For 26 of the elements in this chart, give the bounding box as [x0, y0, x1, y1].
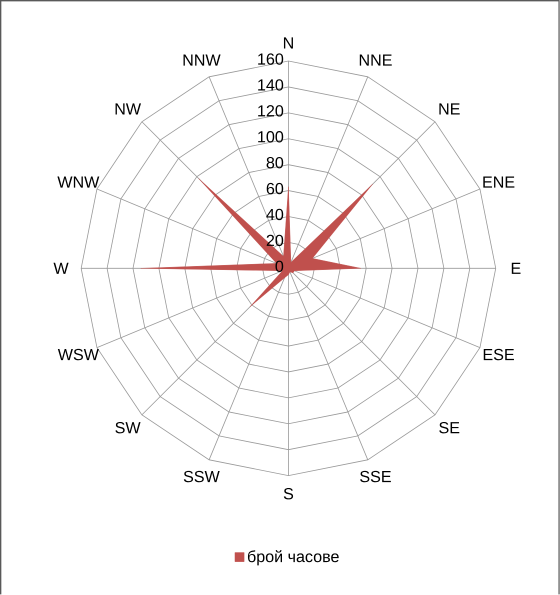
- spoke-label: W: [54, 262, 69, 274]
- legend-label: брой часове: [248, 550, 339, 566]
- y-tick-label: 160: [258, 53, 284, 65]
- spoke-label: N: [284, 37, 294, 48]
- spoke-label: SE: [439, 422, 460, 434]
- spoke-label: E: [512, 262, 521, 274]
- spoke-label: NE: [440, 103, 460, 114]
- spoke-label: S: [284, 488, 294, 500]
- y-tick-label: 0: [276, 260, 284, 272]
- y-tick-label: 20: [266, 234, 284, 246]
- spoke-label: SSW: [184, 470, 220, 482]
- spoke-label: SW: [116, 422, 141, 434]
- y-tick-label: 120: [258, 105, 284, 117]
- y-tick-label: 80: [266, 156, 284, 168]
- y-tick-label: 40: [266, 208, 284, 220]
- spoke-label: NNE: [360, 54, 392, 66]
- y-tick-label: 100: [258, 131, 284, 142]
- spoke-label: ESE: [484, 348, 514, 360]
- y-tick-label: 60: [266, 182, 284, 194]
- spoke-label: NW: [116, 103, 142, 114]
- y-tick-label: 140: [258, 79, 284, 91]
- spoke-label: SSE: [360, 470, 391, 482]
- spoke-label: WNW: [58, 176, 100, 188]
- spoke-label: WSW: [58, 348, 99, 360]
- spoke-label: ENE: [483, 176, 514, 188]
- spoke-label: NNW: [184, 54, 221, 66]
